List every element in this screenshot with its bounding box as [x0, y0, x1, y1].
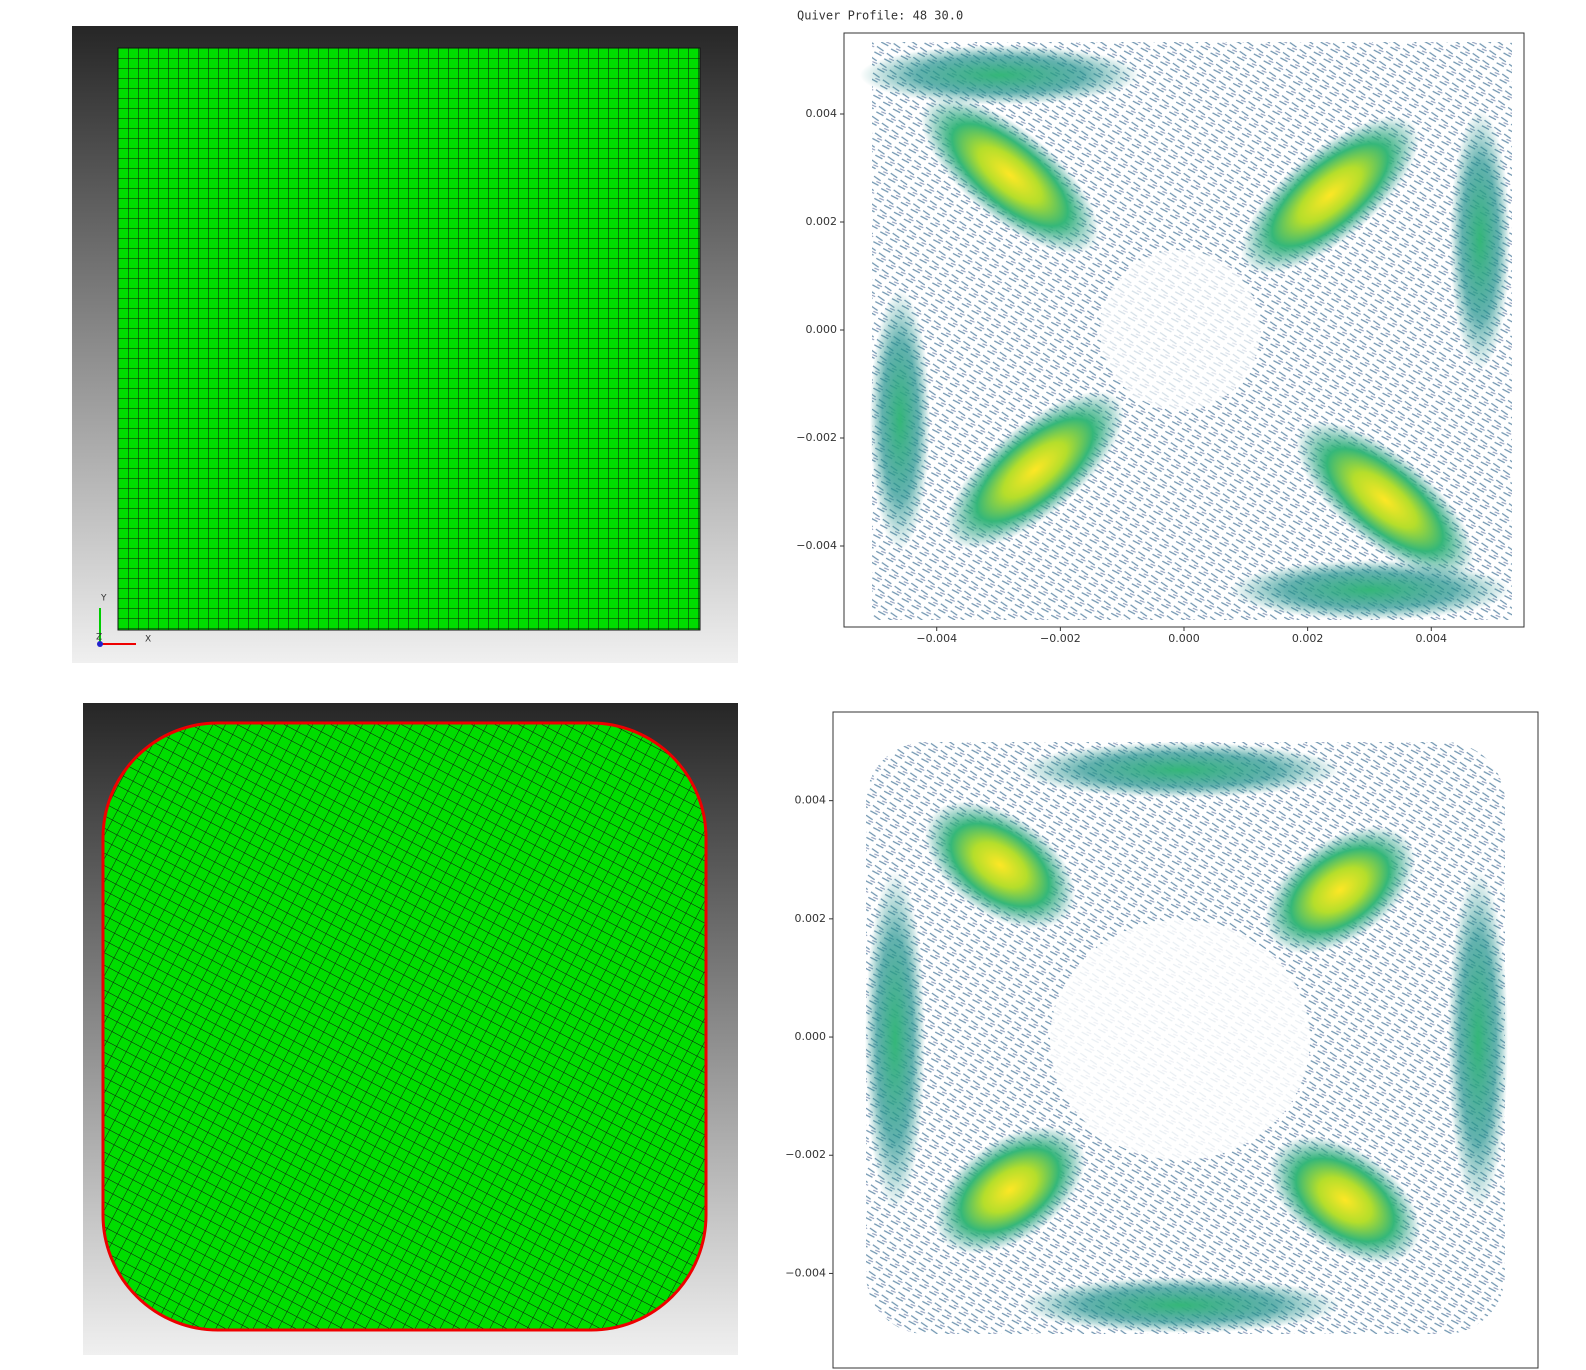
- x-tick-label: 0.004: [1416, 632, 1448, 645]
- y-tick-label: −0.004: [796, 539, 837, 552]
- gizmo-label: Y: [100, 594, 107, 604]
- y-tick-label: 0.004: [806, 107, 838, 120]
- page: Y X Z Quiver Profile: 48 30.0 −0.004 −0.0…: [0, 0, 1586, 1370]
- structured-mesh: [118, 48, 700, 630]
- vector-field-texture: [860, 42, 1512, 620]
- plot-title: Quiver Profile: 48 30.0: [797, 9, 963, 23]
- y-tick-label: 0.004: [795, 794, 827, 807]
- y-tick-label: −0.004: [785, 1266, 826, 1279]
- x-tick-label: −0.002: [1040, 632, 1081, 645]
- y-tick-label: 0.000: [806, 323, 838, 336]
- y-tick-label: −0.002: [796, 431, 837, 444]
- y-tick-label: −0.002: [785, 1148, 826, 1161]
- x-tick-label: 0.002: [1292, 632, 1324, 645]
- x-tick-label: −0.004: [916, 632, 957, 645]
- figure: Y X Z Quiver Profile: 48 30.0 −0.004 −0.0…: [0, 0, 1586, 1370]
- gizmo-label: Z: [96, 633, 102, 643]
- unstructured-mesh: [60, 700, 760, 1360]
- y-tick-label: 0.000: [795, 1030, 827, 1043]
- y-tick-label: 0.002: [795, 912, 827, 925]
- x-tick-label: 0.000: [1168, 632, 1200, 645]
- y-tick-label: 0.002: [806, 215, 838, 228]
- gizmo-label: X: [145, 635, 151, 645]
- vector-field-texture: [865, 742, 1508, 1334]
